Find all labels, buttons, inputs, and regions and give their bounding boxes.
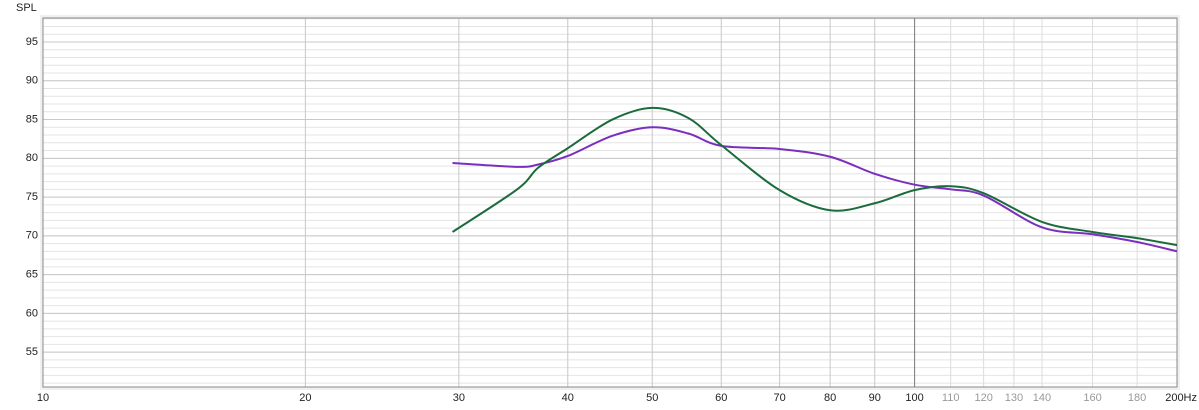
x-tick-label: 200Hz: [1165, 392, 1197, 404]
y-tick-label: 75: [26, 191, 38, 203]
y-tick-label: 70: [26, 230, 38, 242]
x-tick-label: 40: [562, 392, 574, 404]
plot-border: [42, 17, 1178, 388]
x-tick-label-minor: 130: [1005, 392, 1023, 404]
x-tick-label: 80: [824, 392, 836, 404]
x-tick-label: 20: [299, 392, 311, 404]
y-tick-label: 55: [26, 346, 38, 358]
y-tick-label: 85: [26, 113, 38, 125]
x-tick-label-minor: 160: [1083, 392, 1101, 404]
x-tick-label: 50: [646, 392, 658, 404]
x-tick-label: 100: [905, 392, 923, 404]
x-tick-label-minor: 140: [1033, 392, 1051, 404]
y-tick-label: 60: [26, 307, 38, 319]
x-tick-label: 60: [715, 392, 727, 404]
x-tick-label: 90: [869, 392, 881, 404]
series-line: [452, 126, 1178, 253]
plot-area: [42, 17, 1178, 388]
series-line: [451, 106, 1178, 247]
y-axis-label: SPL: [16, 2, 37, 14]
x-tick-label-minor: 110: [942, 392, 960, 404]
y-tick-label: 90: [26, 75, 38, 87]
x-tick-label: 10: [37, 392, 49, 404]
x-tick-label-minor: 180: [1128, 392, 1146, 404]
y-tick-label: 65: [26, 269, 38, 281]
y-tick-label: 80: [26, 152, 38, 164]
x-tick-label-minor: 120: [974, 392, 992, 404]
y-tick-label: 95: [26, 36, 38, 48]
x-tick-label: 30: [453, 392, 465, 404]
x-tick-label: 70: [773, 392, 785, 404]
